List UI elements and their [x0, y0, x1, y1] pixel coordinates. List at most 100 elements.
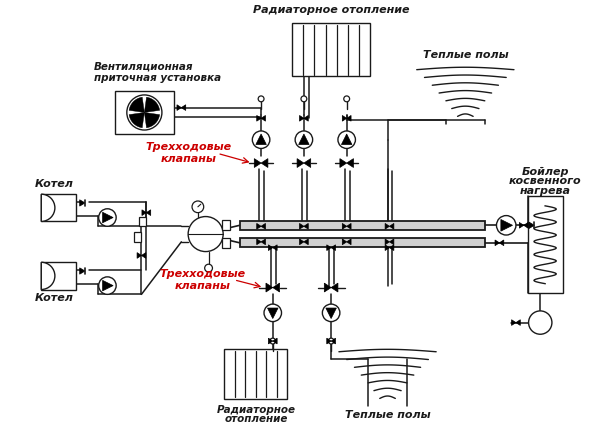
- Circle shape: [295, 131, 313, 149]
- Circle shape: [253, 131, 270, 149]
- Polygon shape: [261, 116, 265, 121]
- Polygon shape: [261, 159, 268, 167]
- Polygon shape: [299, 239, 304, 245]
- Polygon shape: [257, 223, 261, 229]
- Wedge shape: [145, 97, 160, 113]
- Polygon shape: [304, 223, 308, 229]
- Circle shape: [529, 311, 552, 334]
- Circle shape: [344, 96, 350, 102]
- Polygon shape: [327, 245, 331, 250]
- Polygon shape: [181, 105, 186, 110]
- Polygon shape: [516, 320, 520, 325]
- Polygon shape: [389, 223, 394, 229]
- Polygon shape: [273, 245, 277, 250]
- Text: отопление: отопление: [224, 414, 288, 424]
- Polygon shape: [304, 159, 311, 167]
- Polygon shape: [340, 159, 347, 167]
- Polygon shape: [103, 280, 113, 291]
- Polygon shape: [331, 338, 335, 344]
- Bar: [239, 221, 485, 230]
- Polygon shape: [389, 239, 394, 245]
- Circle shape: [270, 338, 275, 344]
- Polygon shape: [304, 239, 308, 245]
- Polygon shape: [343, 239, 347, 245]
- Polygon shape: [304, 116, 308, 121]
- Polygon shape: [146, 210, 151, 216]
- Wedge shape: [41, 262, 55, 289]
- Text: клапаны: клапаны: [175, 281, 230, 291]
- Polygon shape: [80, 268, 85, 274]
- Bar: [41, 262, 76, 289]
- Polygon shape: [299, 116, 304, 121]
- Polygon shape: [268, 245, 273, 250]
- Bar: [115, 91, 173, 134]
- Polygon shape: [331, 245, 335, 250]
- Polygon shape: [268, 308, 278, 318]
- Text: Трехходовые: Трехходовые: [145, 143, 231, 152]
- Polygon shape: [261, 239, 265, 245]
- Circle shape: [98, 209, 116, 226]
- Wedge shape: [41, 194, 55, 221]
- Bar: [222, 238, 230, 248]
- Polygon shape: [257, 239, 261, 245]
- Polygon shape: [327, 338, 331, 344]
- Polygon shape: [256, 134, 266, 145]
- Polygon shape: [501, 220, 512, 231]
- Polygon shape: [142, 253, 146, 259]
- Polygon shape: [257, 116, 261, 121]
- Bar: [222, 220, 230, 230]
- Polygon shape: [273, 283, 280, 292]
- Polygon shape: [529, 222, 535, 229]
- Bar: [41, 194, 76, 221]
- Circle shape: [98, 277, 116, 294]
- Circle shape: [258, 96, 264, 102]
- Polygon shape: [137, 253, 142, 259]
- Bar: [224, 349, 287, 399]
- Polygon shape: [299, 223, 304, 229]
- Text: Теплые полы: Теплые полы: [422, 50, 508, 60]
- Text: Радиаторное: Радиаторное: [217, 405, 296, 415]
- Polygon shape: [142, 210, 146, 216]
- Polygon shape: [347, 159, 353, 167]
- Polygon shape: [385, 245, 389, 250]
- Polygon shape: [266, 283, 273, 292]
- Circle shape: [188, 217, 223, 252]
- Polygon shape: [331, 283, 338, 292]
- Circle shape: [264, 304, 281, 321]
- Polygon shape: [499, 240, 504, 246]
- Bar: [527, 196, 563, 294]
- Text: Вентиляционная: Вентиляционная: [94, 62, 193, 71]
- Polygon shape: [341, 134, 352, 145]
- Text: Бойлер: Бойлер: [521, 166, 569, 177]
- Wedge shape: [145, 113, 160, 128]
- Polygon shape: [299, 134, 309, 145]
- Circle shape: [496, 216, 516, 235]
- Polygon shape: [80, 200, 85, 206]
- Polygon shape: [385, 223, 389, 229]
- Polygon shape: [297, 159, 304, 167]
- Polygon shape: [347, 223, 351, 229]
- Text: нагрева: нагрева: [520, 186, 571, 196]
- Polygon shape: [495, 240, 499, 246]
- Polygon shape: [325, 283, 331, 292]
- Polygon shape: [524, 223, 528, 228]
- Polygon shape: [103, 212, 113, 223]
- Bar: [239, 238, 485, 247]
- Text: косвенного: косвенного: [509, 176, 581, 187]
- Circle shape: [301, 96, 307, 102]
- Polygon shape: [520, 223, 524, 228]
- Polygon shape: [347, 116, 351, 121]
- Circle shape: [205, 264, 212, 272]
- Polygon shape: [326, 308, 337, 318]
- Polygon shape: [268, 338, 273, 344]
- Polygon shape: [389, 245, 394, 250]
- Polygon shape: [254, 159, 261, 167]
- Circle shape: [338, 131, 355, 149]
- Circle shape: [127, 95, 162, 130]
- Text: Радиаторное отопление: Радиаторное отопление: [253, 5, 409, 15]
- Polygon shape: [512, 320, 516, 325]
- Text: Котел: Котел: [34, 179, 73, 189]
- Bar: [134, 232, 142, 242]
- Polygon shape: [343, 116, 347, 121]
- Circle shape: [192, 201, 204, 213]
